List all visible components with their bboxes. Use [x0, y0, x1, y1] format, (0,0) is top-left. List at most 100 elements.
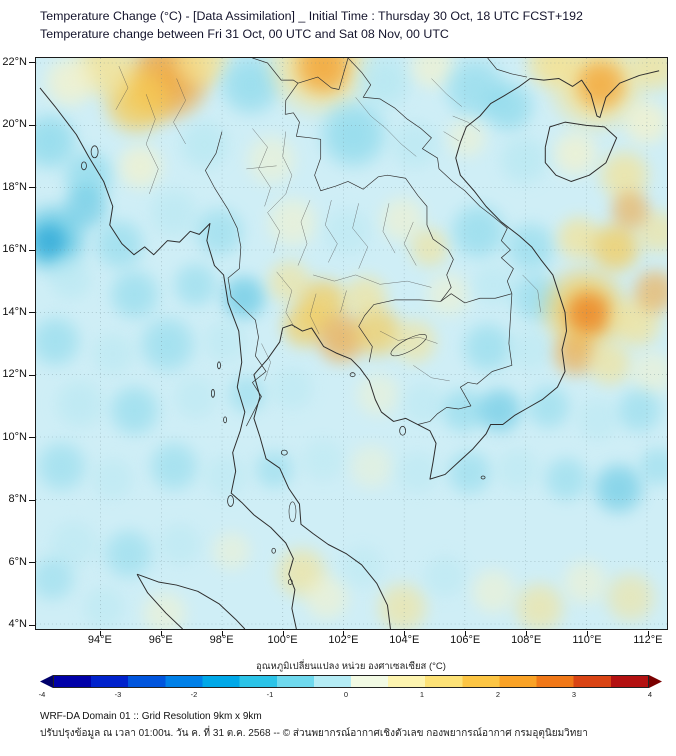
colorbar-label: อุณหภูมิเปลี่ยนแปลง หน่วย องศาเซลเซียส (…	[256, 661, 446, 672]
province-boundary	[522, 274, 541, 313]
temperature-anomaly-blob	[350, 367, 406, 422]
province-boundary	[431, 78, 462, 107]
x-axis-tick-label: 98°E	[209, 634, 234, 646]
coastline	[530, 70, 660, 118]
temperature-anomaly-blob	[40, 58, 101, 113]
island-outline	[81, 161, 87, 171]
y-axis-tick-label: 18°N	[2, 180, 27, 193]
island-outline	[271, 547, 276, 554]
temperature-anomaly-blob	[314, 95, 394, 175]
y-axis-tick	[29, 187, 35, 189]
y-axis-tick	[29, 499, 35, 501]
colorbar-tick-label: 3	[571, 690, 577, 699]
island-outline	[90, 145, 99, 159]
temperature-anomaly-blob	[198, 448, 254, 504]
colorbar-tick-label: -3	[114, 690, 122, 699]
temperature-anomaly-blob	[167, 370, 223, 426]
temperature-anomaly-blob	[167, 257, 223, 313]
temperature-anomaly-blob	[85, 451, 141, 507]
country-border	[285, 112, 454, 302]
y-axis-tick-label: 12°N	[2, 368, 27, 381]
y-axis-tick-label: 20°N	[2, 118, 27, 131]
x-axis-tick-label: 112°E	[633, 634, 663, 646]
temperature-anomaly-blob	[298, 570, 354, 626]
temperature-anomaly-blob	[250, 445, 299, 494]
temperature-anomaly-blob	[152, 517, 208, 573]
temperature-anomaly-blob	[387, 314, 442, 369]
x-axis-tick	[99, 631, 101, 636]
x-axis-tick	[647, 631, 649, 636]
province-boundary	[443, 131, 459, 142]
island-outline	[280, 449, 288, 456]
province-boundary	[297, 200, 311, 266]
country-border	[252, 58, 299, 115]
province-boundary	[309, 293, 320, 335]
x-axis-tick-label: 106°E	[450, 634, 481, 646]
coastline	[136, 573, 183, 629]
x-axis-tick	[587, 631, 588, 636]
country-border	[358, 299, 441, 363]
temperature-anomaly-blob	[612, 382, 667, 438]
colorbar-gradient	[53, 675, 649, 688]
province-boundary	[282, 131, 293, 194]
x-axis-tick	[282, 631, 284, 636]
island-outline	[227, 495, 234, 507]
temperature-anomaly-blob	[137, 586, 193, 629]
temperature-anomaly-blob	[36, 551, 80, 607]
y-axis-tick	[29, 124, 35, 126]
y-axis-tick	[29, 62, 35, 63]
y-axis-tick	[29, 624, 35, 626]
weather-map	[35, 57, 668, 630]
temperature-anomaly-blob	[97, 523, 159, 585]
country-border	[440, 293, 512, 304]
temperature-anomaly-blob	[265, 360, 321, 416]
province-boundary	[173, 78, 186, 145]
island-outline	[217, 361, 221, 370]
country-border	[297, 58, 349, 90]
page-title: Temperature Change (°C) - [Data Assimila…	[40, 9, 583, 23]
x-axis-tick-label: 96°E	[148, 634, 173, 646]
temperature-anomaly-blob	[390, 445, 445, 501]
temperature-anomaly-blob	[490, 442, 546, 497]
y-axis-tick	[29, 437, 35, 439]
y-axis-tick	[29, 249, 35, 251]
coastline	[544, 121, 618, 182]
colorbar-tick-label: 2	[495, 690, 501, 699]
colorbar-tick-label: -2	[190, 690, 198, 699]
colorbar-tick-label: 0	[343, 690, 349, 699]
country-border	[205, 131, 267, 427]
x-axis-tick-label: 94°E	[87, 634, 112, 646]
temperature-anomaly-blob	[36, 436, 92, 497]
temperature-anomaly-blob	[441, 113, 491, 163]
x-axis-tick	[221, 631, 223, 636]
province-boundary	[379, 330, 438, 344]
temperature-anomaly-blob	[317, 201, 378, 263]
island-outline	[349, 372, 356, 378]
island-outline	[480, 475, 486, 480]
page-subtitle: Temperature change between Fri 31 Oct, 0…	[40, 27, 449, 41]
coastline	[253, 78, 568, 629]
x-axis-tick	[526, 631, 528, 636]
colorbar-tick-label: 1	[419, 690, 425, 699]
province-boundary	[313, 274, 432, 288]
x-axis-tick	[160, 631, 162, 636]
temperature-anomaly-blob	[539, 451, 595, 507]
y-axis-tick-label: 22°N	[2, 55, 27, 68]
country-border	[347, 58, 514, 294]
temperature-anomaly-blob	[600, 567, 662, 629]
province-boundary	[403, 221, 417, 266]
country-border	[417, 293, 513, 425]
temperature-anomaly-blob	[569, 58, 631, 116]
province-boundary	[115, 65, 129, 110]
temperature-anomaly-blob	[207, 526, 257, 576]
province-boundary	[340, 290, 347, 313]
province-boundary	[252, 128, 271, 207]
temperature-field-layer	[36, 58, 667, 629]
temperature-anomaly-blob	[113, 138, 168, 194]
colorbar-tick-label: -1	[266, 690, 274, 699]
country-border	[487, 58, 528, 78]
temperature-anomaly-blob	[493, 129, 555, 191]
lake-outline	[288, 501, 297, 523]
x-axis-tick-label: 108°E	[511, 634, 542, 646]
province-boundary	[355, 97, 417, 157]
